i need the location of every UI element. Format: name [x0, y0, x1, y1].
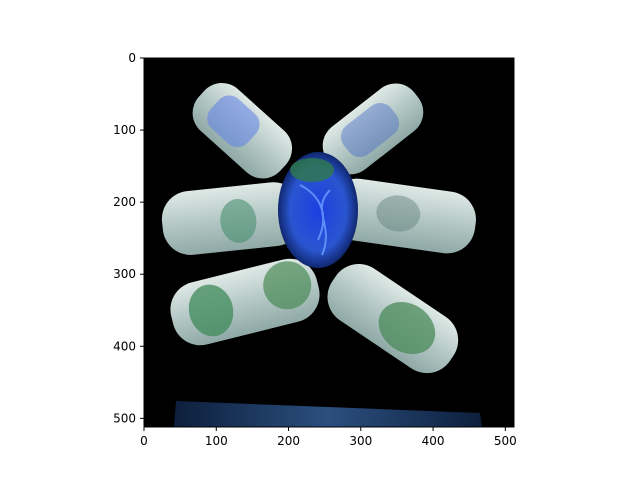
- y-tick-label: 500: [113, 411, 136, 425]
- plate-edge: [174, 401, 482, 427]
- x-tick-label: 500: [494, 434, 517, 448]
- y-tick-label: 200: [113, 195, 136, 209]
- y-axis: 0 100 200 300 400 500: [113, 51, 144, 425]
- x-tick-label: 0: [140, 434, 148, 448]
- y-tick-label: 0: [128, 51, 136, 65]
- x-axis: 0 100 200 300 400 500: [140, 427, 517, 448]
- spring-rolls-icon: [161, 83, 476, 374]
- x-tick-label: 200: [277, 434, 300, 448]
- x-tick-label: 300: [349, 434, 372, 448]
- x-tick-label: 400: [422, 434, 445, 448]
- x-tick-label: 100: [205, 434, 228, 448]
- image-panel: [144, 58, 514, 427]
- y-tick-label: 300: [113, 267, 136, 281]
- y-tick-label: 400: [113, 339, 136, 353]
- axes-frame: [143, 57, 515, 428]
- y-tick-label: 100: [113, 123, 136, 137]
